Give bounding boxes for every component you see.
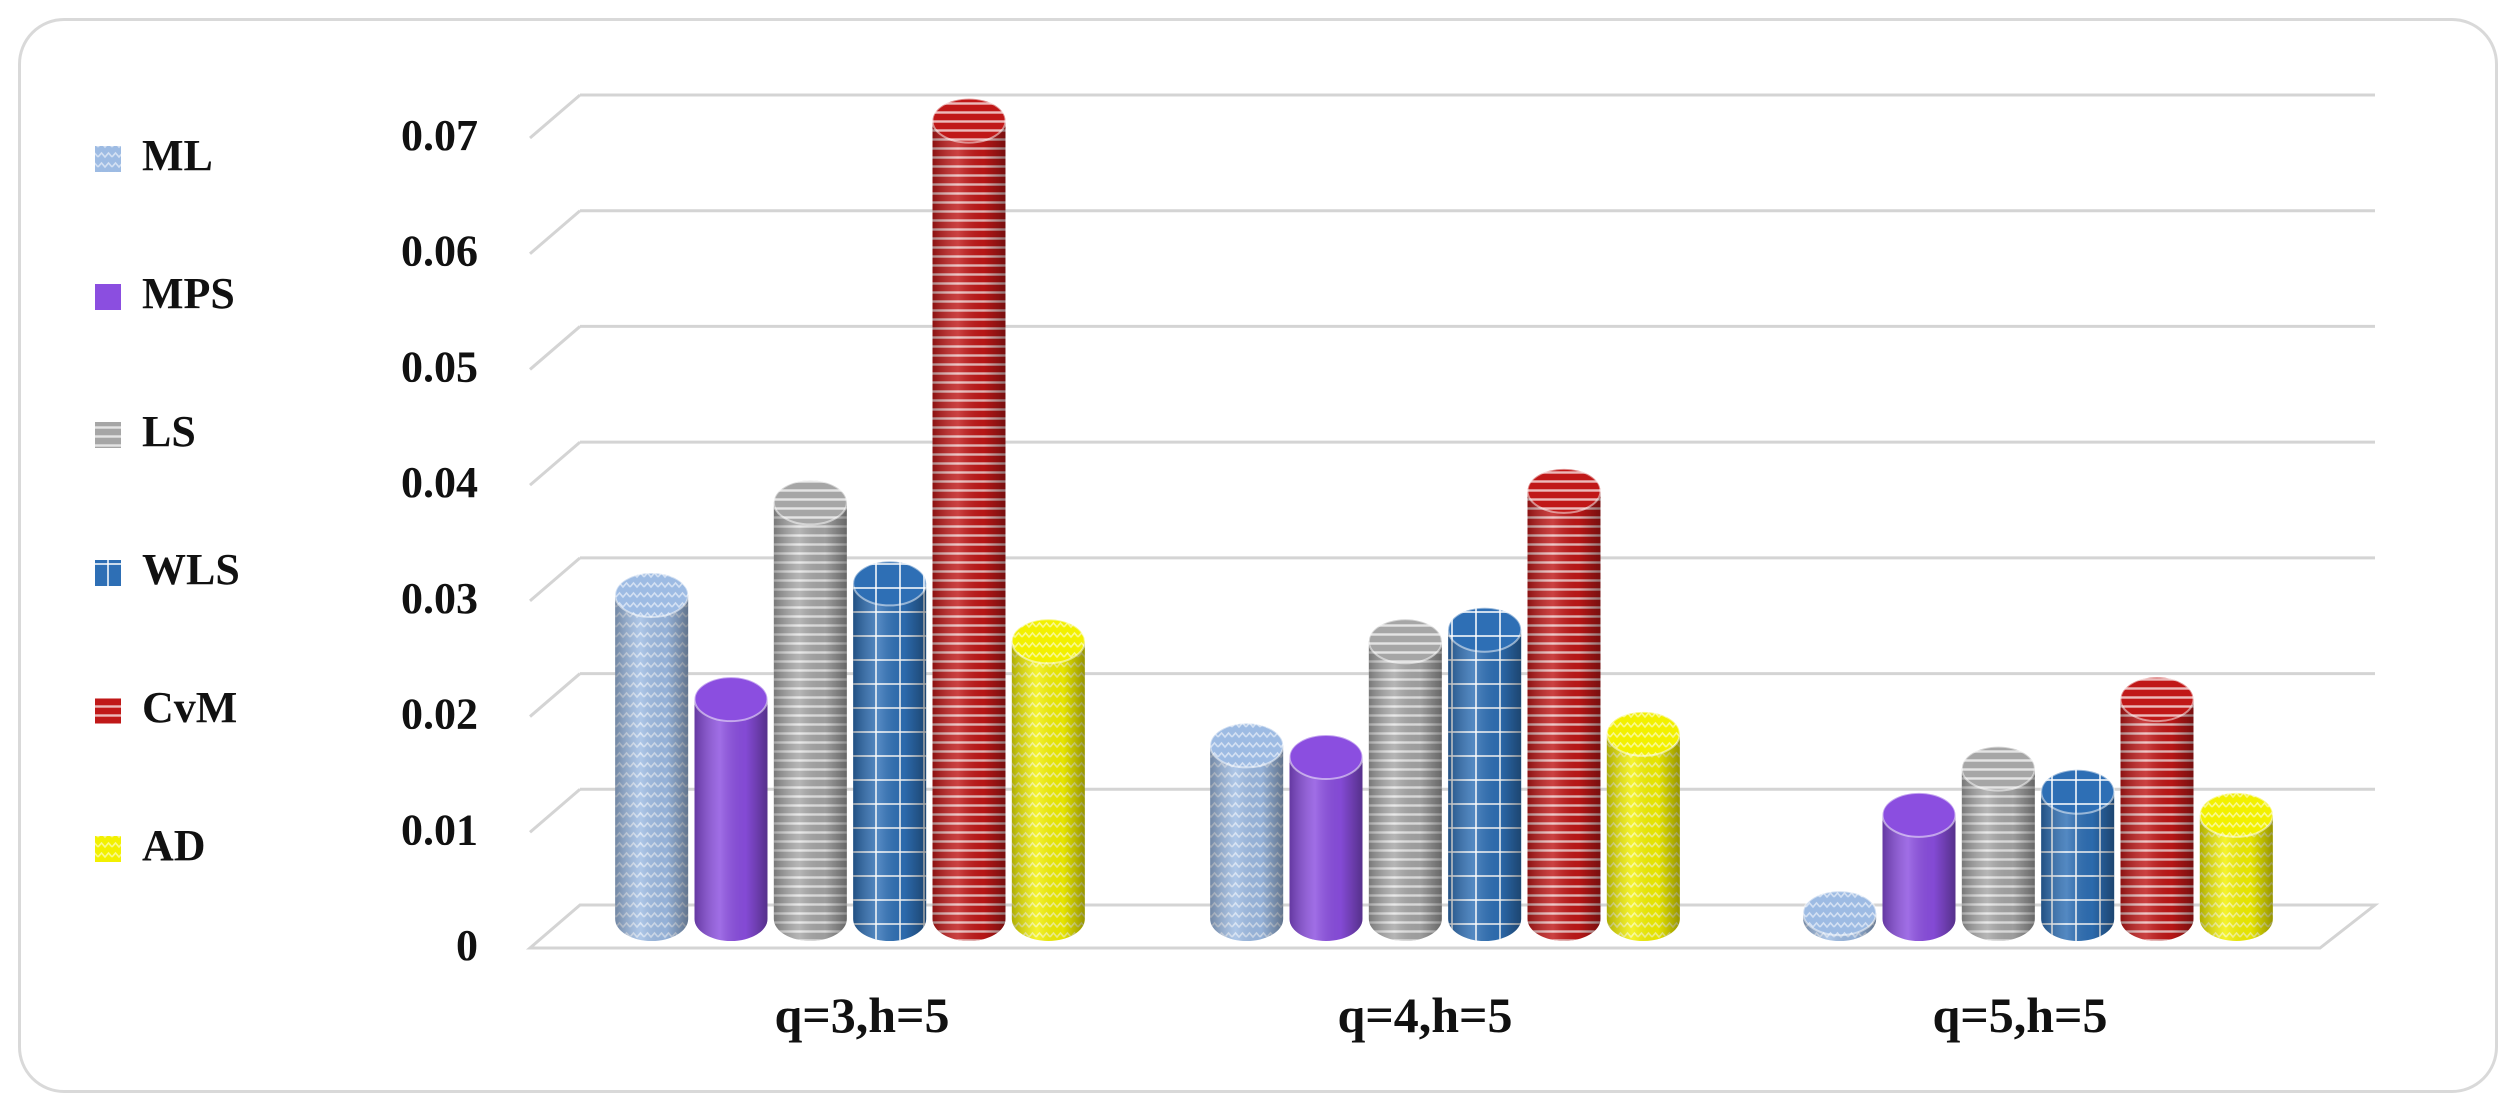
y-tick-label: 0 — [456, 921, 478, 970]
bar-mps-q-5-h-5 — [1881, 791, 1957, 941]
bar-ad-q-4-h-5 — [1605, 710, 1681, 941]
bar-shade — [2120, 699, 2194, 942]
bar-shade — [1368, 641, 1442, 941]
legend-item-mps: MPS — [95, 269, 235, 318]
legend-swatch-pattern — [95, 560, 121, 586]
bar-shade — [2041, 791, 2115, 941]
bar-top-pattern — [1368, 619, 1442, 664]
bar-cvm-q-3-h-5 — [931, 97, 1007, 942]
gridline-side — [529, 325, 581, 371]
bar-top-pattern — [1803, 891, 1877, 936]
bar-cvm-q-5-h-5 — [2119, 676, 2195, 942]
bar-ls-q-5-h-5 — [1960, 745, 2036, 941]
bar-shade — [1448, 629, 1522, 941]
bar-shade — [932, 120, 1006, 942]
gridline-side — [529, 672, 581, 718]
legend-swatch-pattern — [95, 146, 121, 172]
bar-shade — [773, 502, 847, 941]
bar-ad-q-3-h-5 — [1010, 618, 1086, 941]
bar-shade — [853, 583, 927, 941]
gridline-side — [529, 209, 581, 255]
bar-top-pattern — [2041, 769, 2115, 814]
y-tick-label: 0.03 — [401, 574, 478, 623]
gridline-side — [529, 93, 581, 140]
bar-top-pattern — [773, 480, 847, 525]
bar-top — [693, 676, 769, 723]
y-tick-label: 0.05 — [401, 342, 478, 391]
bar-ml-q-5-h-5 — [1802, 890, 1878, 941]
gridline-side — [529, 441, 581, 487]
bar-wls-q-4-h-5 — [1447, 606, 1523, 941]
bar-shade — [1882, 814, 1956, 941]
bar-top-pattern — [615, 573, 689, 617]
bar-top-pattern — [1606, 711, 1680, 756]
bar-top-pattern — [1210, 723, 1284, 768]
bar-top-pattern — [1011, 619, 1085, 664]
bar-shade — [615, 595, 689, 941]
bar-ad-q-5-h-5 — [2198, 791, 2274, 941]
bar-shade — [1606, 733, 1680, 941]
bar-wls-q-3-h-5 — [852, 560, 928, 941]
legend-item-cvm: CvM — [95, 683, 237, 732]
y-tick-label: 0.06 — [401, 227, 478, 276]
bar-top-pattern — [1448, 607, 1522, 652]
legend-swatch — [95, 284, 121, 310]
bar-ls-q-4-h-5 — [1367, 618, 1443, 941]
legend-item-ad: AD — [95, 821, 206, 870]
legend-swatch-pattern — [95, 698, 121, 724]
legend-label: AD — [142, 821, 206, 870]
legend-label: MPS — [142, 269, 235, 318]
bar-top-pattern — [1961, 746, 2035, 791]
bar-top-pattern — [1527, 468, 1601, 513]
bar-top-pattern — [932, 98, 1006, 143]
legend-label: WLS — [142, 545, 240, 594]
category-label: q=3,h=5 — [774, 987, 949, 1043]
legend-swatch-pattern — [95, 836, 121, 862]
y-tick-label: 0.01 — [401, 805, 478, 854]
bar-shade — [1289, 757, 1363, 941]
legend-item-ls: LS — [95, 407, 196, 456]
legend-item-wls: WLS — [95, 545, 240, 594]
bars — [614, 97, 2274, 942]
legend-label: ML — [142, 131, 213, 180]
bar-shade — [1210, 745, 1284, 941]
legend-label: CvM — [142, 683, 237, 732]
legend-item-ml: ML — [95, 131, 213, 180]
bar-cvm-q-4-h-5 — [1526, 467, 1602, 941]
bar-ml-q-4-h-5 — [1209, 722, 1285, 941]
category-label: q=4,h=5 — [1337, 987, 1512, 1043]
bar-ls-q-3-h-5 — [772, 479, 848, 941]
legend-label: LS — [142, 407, 196, 456]
bar-shade — [1961, 768, 2035, 941]
legend: ML MPS LS WLS CvM AD — [95, 131, 240, 870]
bar-shade — [2199, 814, 2273, 941]
y-axis: 0 0.01 0.02 0.03 0.04 0.05 0.06 0.07 — [401, 111, 478, 970]
bar-shade — [1011, 641, 1085, 941]
y-tick-label: 0.07 — [401, 111, 478, 160]
x-axis: q=3,h=5 q=4,h=5 q=5,h=5 — [774, 987, 2107, 1043]
bar-mps-q-4-h-5 — [1288, 734, 1364, 941]
y-tick-label: 0.02 — [401, 690, 478, 739]
gridline-side — [529, 556, 581, 602]
bar-wls-q-5-h-5 — [2040, 768, 2116, 941]
bar-top — [1881, 791, 1957, 838]
bar-shade — [1527, 490, 1601, 941]
y-tick-label: 0.04 — [401, 458, 478, 507]
bar-ml-q-3-h-5 — [614, 572, 690, 941]
category-label: q=5,h=5 — [1932, 987, 2107, 1043]
bar-top-pattern — [2199, 792, 2273, 837]
bar-top — [1288, 734, 1364, 780]
bar-mps-q-3-h-5 — [693, 676, 769, 941]
legend-swatch-pattern — [95, 422, 121, 448]
bar-top-pattern — [853, 561, 927, 606]
bar-top-pattern — [2120, 677, 2194, 722]
bar-shade — [694, 699, 768, 941]
gridline-side — [529, 788, 581, 834]
